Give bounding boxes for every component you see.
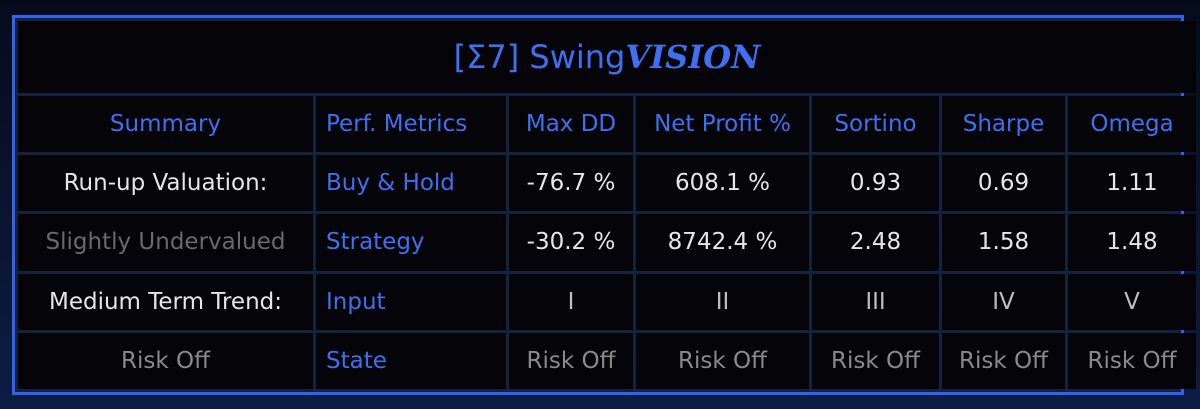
table-cell: Slightly Undervalued	[18, 214, 313, 271]
table-cell: II	[636, 273, 809, 330]
table-cell: -30.2 %	[509, 214, 633, 271]
table-cell: 8742.4 %	[636, 214, 809, 271]
table-row: Summary Perf. Metrics Max DD Net Profit % So…	[18, 96, 1197, 153]
indicator-table-frame: [Σ7] SwingVISION Summary Perf. Metrics Max…	[12, 15, 1197, 395]
table-cell: V	[1068, 273, 1197, 330]
header-cell: Perf. Metrics	[316, 96, 506, 153]
header-cell: Sortino	[812, 96, 939, 153]
table-cell: Risk Off	[942, 332, 1065, 389]
title-emphasis: VISION	[625, 38, 761, 76]
table-cell: Risk Off	[18, 332, 313, 389]
table-cell: 1.11	[1068, 155, 1197, 212]
table-cell: Risk Off	[509, 332, 633, 389]
table-cell: 2.48	[812, 214, 939, 271]
header-cell: Omega	[1068, 96, 1197, 153]
table-row: Slightly Undervalued Strategy -30.2 % 8742.…	[18, 214, 1197, 271]
header-cell: Max DD	[509, 96, 633, 153]
table-cell: Strategy	[316, 214, 506, 271]
table-cell: Run-up Valuation:	[18, 155, 313, 212]
table-cell: Risk Off	[812, 332, 939, 389]
table-row: Medium Term Trend: Input I II III IV V	[18, 273, 1197, 330]
table-cell: 0.69	[942, 155, 1065, 212]
table-cell: Risk Off	[1068, 332, 1197, 389]
header-cell: Net Profit %	[636, 96, 809, 153]
table-row: Risk Off State Risk Off Risk Off Risk Off Ris…	[18, 332, 1197, 389]
table-row: Run-up Valuation: Buy & Hold -76.7 % 608.1 …	[18, 155, 1197, 212]
table-cell: 1.58	[942, 214, 1065, 271]
table-cell: Risk Off	[636, 332, 809, 389]
table-cell: III	[812, 273, 939, 330]
table-cell: 1.48	[1068, 214, 1197, 271]
table-cell: I	[509, 273, 633, 330]
table-cell: IV	[942, 273, 1065, 330]
table-cell: -76.7 %	[509, 155, 633, 212]
table-cell: Medium Term Trend:	[18, 273, 313, 330]
table-cell: 608.1 %	[636, 155, 809, 212]
table-cell: 0.93	[812, 155, 939, 212]
table-body: [Σ7] SwingVISION Summary Perf. Metrics Max…	[18, 21, 1197, 389]
title-cell: [Σ7] SwingVISION	[18, 21, 1197, 93]
header-cell: Summary	[18, 96, 313, 153]
title-prefix: [Σ7] Swing	[453, 38, 626, 76]
indicator-table: [Σ7] SwingVISION Summary Perf. Metrics Max…	[15, 18, 1199, 392]
table-cell: Input	[316, 273, 506, 330]
title-row: [Σ7] SwingVISION	[18, 21, 1197, 93]
table-cell: Buy & Hold	[316, 155, 506, 212]
header-cell: Sharpe	[942, 96, 1065, 153]
table-cell: State	[316, 332, 506, 389]
